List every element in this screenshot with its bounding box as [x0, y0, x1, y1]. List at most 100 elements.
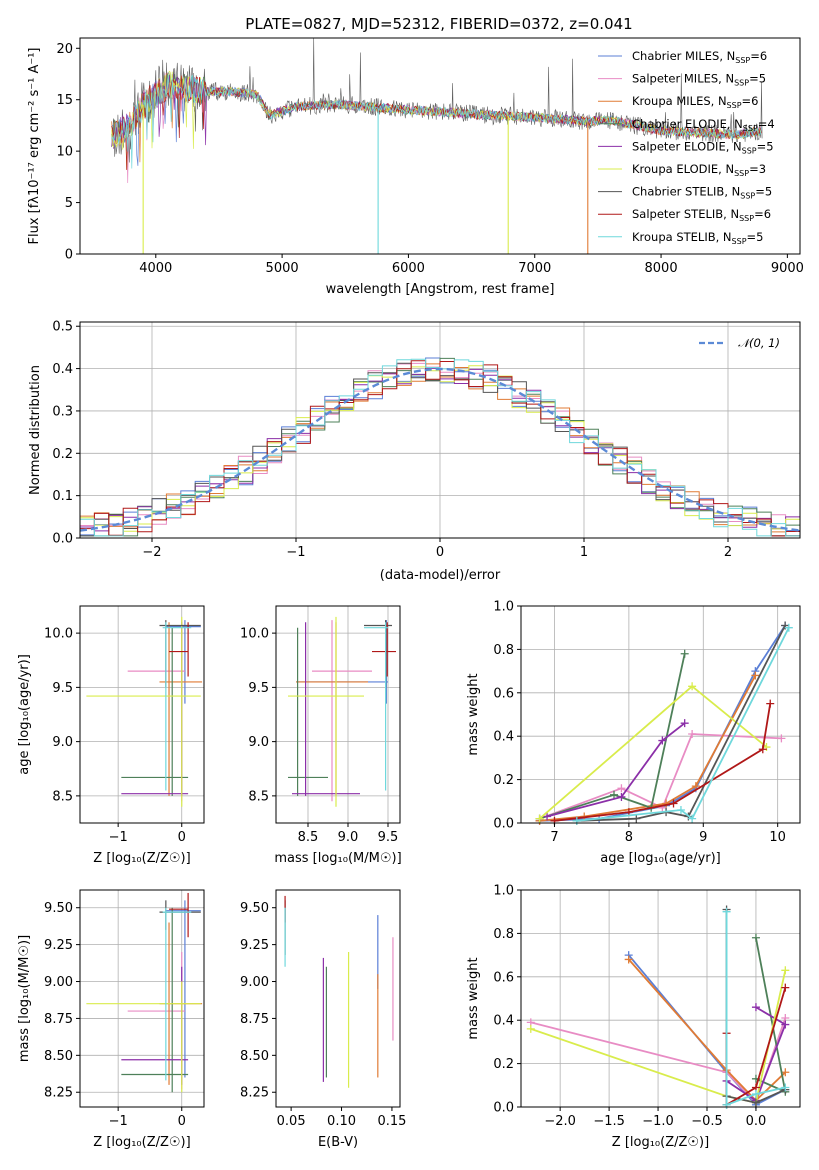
y-tick-label: 9.50	[240, 901, 269, 916]
mass-weight-marker	[781, 966, 790, 975]
x-axis-label: E(B-V)	[318, 1135, 358, 1150]
mass-weight-marker	[751, 1003, 760, 1012]
mass-vs-ebv-panel: 0.05 0.10 0.15 8.25 8.50 8.75 9.00 9.25 9.50 E(B-…	[240, 889, 406, 1150]
spectrum-axes-frame	[79, 37, 801, 255]
plot-data	[535, 621, 793, 825]
y-tick-label: 1.0	[493, 884, 514, 899]
y-axis-label: mass weight	[466, 957, 481, 1039]
x-tick-label: 0.15	[377, 1114, 406, 1129]
spectrum-legend: Chabrier MILES, NSSP=6 Salpeter MILES, NS…	[598, 49, 775, 246]
mass-weight-line	[539, 625, 786, 822]
mass-weight-marker	[751, 1089, 760, 1098]
x-tick-label: −2	[142, 545, 161, 560]
mass-weight-marker	[781, 1068, 790, 1077]
y-tick-label: 10.0	[240, 627, 269, 642]
mass-weight-marker	[766, 699, 775, 708]
y-tick-label: 8.5	[248, 789, 269, 804]
axes-frame	[520, 605, 801, 824]
residual-y-label: Normed distribution	[28, 365, 43, 495]
y-tick-label: 9.25	[240, 938, 269, 953]
mass-weight-marker	[669, 799, 678, 808]
legend-label: Chabrier STELIB, NSSP=5	[632, 185, 772, 201]
mass-weight-marker	[680, 649, 689, 658]
y-tick-label: 10	[56, 145, 73, 160]
mass-weight-marker	[751, 671, 760, 680]
y-axis-label: age [log₁₀(age/yr)]	[17, 654, 32, 775]
normal-legend-label: 𝒩(0, 1)	[738, 336, 780, 350]
y-tick-label: 0.4	[52, 362, 73, 377]
x-tick-label: 4000	[139, 261, 172, 276]
x-tick-label: 1	[580, 545, 588, 560]
mass-weight-marker	[680, 719, 689, 728]
y-tick-label: 20	[56, 42, 73, 57]
mass-weight-marker	[617, 784, 626, 793]
mass-weight-marker	[722, 1100, 731, 1109]
x-tick-label: −1	[109, 830, 128, 845]
y-tick-label: 5	[65, 196, 73, 211]
figure-title: PLATE=0827, MJD=52312, FIBERID=0372, z=0…	[245, 15, 632, 33]
y-tick-label: 0.3	[52, 404, 73, 419]
mass-weight-vs-z-panel: −2.0 −1.5 −1.0 −0.5 0.0 0.0 0.2 0.4 0.6 0.8 1.0 Z […	[466, 884, 801, 1150]
mass-weight-marker	[610, 790, 618, 799]
x-axis-label: Z [log₁₀(Z/Z☉)]	[93, 1135, 190, 1150]
legend-label: Kroupa STELIB, NSSP=5	[632, 230, 763, 246]
y-tick-label: 0.5	[52, 320, 73, 335]
plot-data	[86, 616, 203, 807]
y-tick-label: 8.25	[240, 1086, 269, 1101]
x-tick-label: −1	[109, 1114, 128, 1129]
y-tick-label: 0.4	[493, 730, 514, 745]
x-tick-label: −0.5	[691, 1114, 723, 1129]
legend-label: Chabrier ELODIE, NSSP=4	[632, 117, 775, 133]
x-tick-label: 10	[769, 830, 786, 845]
plot-data	[288, 616, 396, 807]
y-tick-label: 8.5	[52, 789, 73, 804]
y-tick-label: 0.4	[493, 1014, 514, 1029]
plot-data	[526, 905, 790, 1109]
y-tick-label: 0.0	[493, 817, 514, 832]
y-tick-label: 8.75	[240, 1012, 269, 1027]
residual-x-label: (data-model)/error	[380, 568, 501, 583]
y-tick-label: 8.25	[44, 1086, 73, 1101]
mass-weight-marker	[658, 736, 667, 745]
mass-weight-marker	[781, 1020, 790, 1029]
x-tick-label: −1.0	[642, 1114, 674, 1129]
x-axis-label: Z [log₁₀(Z/Z☉)]	[612, 1135, 709, 1150]
mass-weight-marker	[781, 1083, 790, 1092]
mass-weight-marker	[688, 730, 697, 739]
axes-decoration: −1 0 8.25 8.50 8.75 9.00 9.25 9.50 Z [log₁₀(Z/Z☉…	[17, 889, 205, 1150]
mass-weight-marker	[751, 933, 760, 942]
spectrum-x-label: wavelength [Angstrom, rest frame]	[326, 282, 555, 297]
spectrum-y-label: Flux [fλ10⁻¹⁷ erg cm⁻² s⁻¹ A⁻¹]	[27, 48, 42, 245]
x-tick-label: 0	[178, 1114, 186, 1129]
residual-panel: −2 −1 0 1 2 0.0 0.1 0.2 0.3 0.4 0.5 (data-model)/e…	[28, 320, 801, 583]
age-vs-mass-panel: 8.5 9.0 9.5 8.5 9.0 9.5 10.0 mass [log₁₀(M/M☉)]	[240, 605, 402, 866]
axes-decoration: 8.5 9.0 9.5 8.5 9.0 9.5 10.0 mass [log₁₀(M/M☉)]	[240, 605, 402, 866]
mass-weight-line	[628, 958, 786, 1102]
mass-weight-marker	[535, 814, 544, 823]
mass-weight-marker	[624, 955, 633, 964]
mass-weight-marker	[617, 792, 626, 801]
axes-frame	[79, 889, 205, 1108]
mass-weight-marker	[688, 682, 697, 691]
x-tick-label: 0.0	[746, 1114, 767, 1129]
x-tick-label: 9.0	[338, 830, 359, 845]
legend-label: Kroupa MILES, NSSP=6	[632, 94, 758, 110]
plot-data	[284, 895, 394, 1088]
y-tick-label: 9.25	[44, 938, 73, 953]
y-tick-label: 8.50	[240, 1049, 269, 1064]
mass-weight-marker	[784, 623, 793, 632]
residual-histogram	[80, 360, 800, 537]
y-tick-label: 0.2	[493, 1057, 514, 1072]
mass-weight-marker	[722, 907, 731, 916]
mass-weight-marker	[751, 1098, 760, 1107]
x-tick-label: 0	[436, 545, 444, 560]
mass-weight-marker	[662, 799, 671, 808]
y-tick-label: 9.00	[240, 975, 269, 990]
x-axis-label: age [log₁₀(age/yr)]	[600, 851, 721, 866]
y-tick-label: 0.2	[493, 773, 514, 788]
y-tick-label: 9.50	[44, 901, 73, 916]
y-tick-label: 9.0	[52, 735, 73, 750]
spectrum-series	[111, 74, 762, 169]
y-tick-label: 0.1	[52, 489, 73, 504]
axes-frame	[275, 889, 401, 1108]
